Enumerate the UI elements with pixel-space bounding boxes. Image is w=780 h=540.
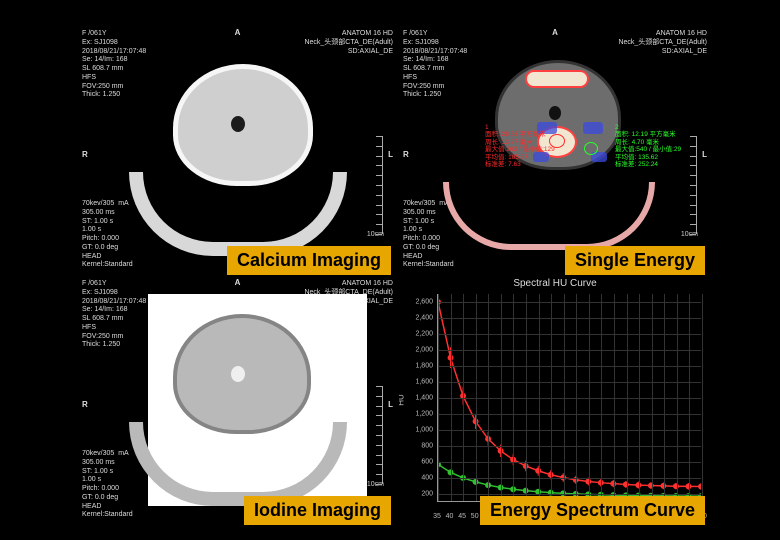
material-overlay bbox=[583, 122, 603, 134]
anat-right: R bbox=[82, 150, 88, 159]
panel-spectrum-curve[interactable]: Spectral HU Curve HU 3540455055606570758… bbox=[399, 276, 711, 524]
meta-top-right: ANATOM 16 HDNeck_头颈部CTA_DE(Adult)SD:AXIA… bbox=[618, 30, 707, 56]
y-tick: 2,200 bbox=[401, 331, 433, 338]
roi-2[interactable] bbox=[584, 142, 598, 155]
tag-calcium: Calcium Imaging bbox=[227, 246, 391, 275]
y-tick: 1,400 bbox=[401, 395, 433, 402]
meta-top-left: F /061Y Ex: SJ1098 2018/08/21/17:07:48 S… bbox=[403, 30, 467, 100]
anat-anterior: A bbox=[552, 28, 558, 37]
roi-stats-2: 2 面积: 12.19 平方毫米 周长: 4.70 毫米 最大值:540 / 最… bbox=[615, 124, 681, 169]
scale-bar: 10cm bbox=[686, 136, 697, 234]
meta-top-left: F /061Y Ex: SJ1098 2018/08/21/17:07:48 S… bbox=[82, 280, 146, 350]
anat-anterior: A bbox=[235, 278, 241, 287]
y-tick: 2,000 bbox=[401, 347, 433, 354]
y-tick: 1,200 bbox=[401, 411, 433, 418]
y-tick: 2,600 bbox=[401, 299, 433, 306]
chart-title: Spectral HU Curve bbox=[513, 278, 596, 289]
spectral-hu-chart: Spectral HU Curve HU 3540455055606570758… bbox=[399, 276, 711, 524]
panel-single-energy[interactable]: A R L F /061Y Ex: SJ1098 2018/08/21/17:0… bbox=[399, 26, 711, 274]
panel-calcium[interactable]: A R L F /061Y Ex: SJ1098 2018/08/21/17:0… bbox=[78, 26, 397, 274]
y-tick: 600 bbox=[401, 459, 433, 466]
anat-left: L bbox=[388, 150, 393, 159]
anat-left: L bbox=[702, 150, 707, 159]
x-tick: 40 bbox=[446, 513, 454, 520]
meta-bot-left: 70kev/305 mA 305.00 ms ST: 1.00 s 1.00 s… bbox=[82, 200, 133, 270]
meta-bot-left: 70kev/305 mA 305.00 ms ST: 1.00 s 1.00 s… bbox=[403, 200, 454, 270]
meta-top-left: F /061Y Ex: SJ1098 2018/08/21/17:07:48 S… bbox=[82, 30, 146, 100]
anat-anterior: A bbox=[235, 28, 241, 37]
y-tick: 400 bbox=[401, 475, 433, 482]
scale-bar: 10cm bbox=[372, 386, 383, 484]
plot-area bbox=[437, 294, 701, 502]
roi-stats-1: 1 面积: 28.53 平方毫米 周长: 13.27 毫米 最大值:263 / … bbox=[485, 124, 555, 169]
y-tick: 1,600 bbox=[401, 379, 433, 386]
x-tick: 45 bbox=[458, 513, 466, 520]
x-tick: 35 bbox=[433, 513, 441, 520]
y-tick: 800 bbox=[401, 443, 433, 450]
meta-top-right: ANATOM 16 HDNeck_头颈部CTA_DE(Adult)SD:AXIA… bbox=[304, 30, 393, 56]
anat-right: R bbox=[82, 400, 88, 409]
anat-left: L bbox=[388, 400, 393, 409]
tag-single: Single Energy bbox=[565, 246, 705, 275]
y-tick: 1,000 bbox=[401, 427, 433, 434]
y-tick: 1,800 bbox=[401, 363, 433, 370]
panel-iodine[interactable]: A R L F /061Y Ex: SJ1098 2018/08/21/17:0… bbox=[78, 276, 397, 524]
tag-curve: Energy Spectrum Curve bbox=[480, 496, 705, 525]
meta-bot-left: 70kev/305 mA 305.00 ms ST: 1.00 s 1.00 s… bbox=[82, 450, 133, 520]
anat-right: R bbox=[403, 150, 409, 159]
tag-iodine: Iodine Imaging bbox=[244, 496, 391, 525]
y-tick: 2,400 bbox=[401, 315, 433, 322]
x-tick: 50 bbox=[471, 513, 479, 520]
scale-bar: 10cm bbox=[372, 136, 383, 234]
ct-viewer-stage: A R L F /061Y Ex: SJ1098 2018/08/21/17:0… bbox=[0, 0, 780, 540]
y-tick: 200 bbox=[401, 491, 433, 498]
